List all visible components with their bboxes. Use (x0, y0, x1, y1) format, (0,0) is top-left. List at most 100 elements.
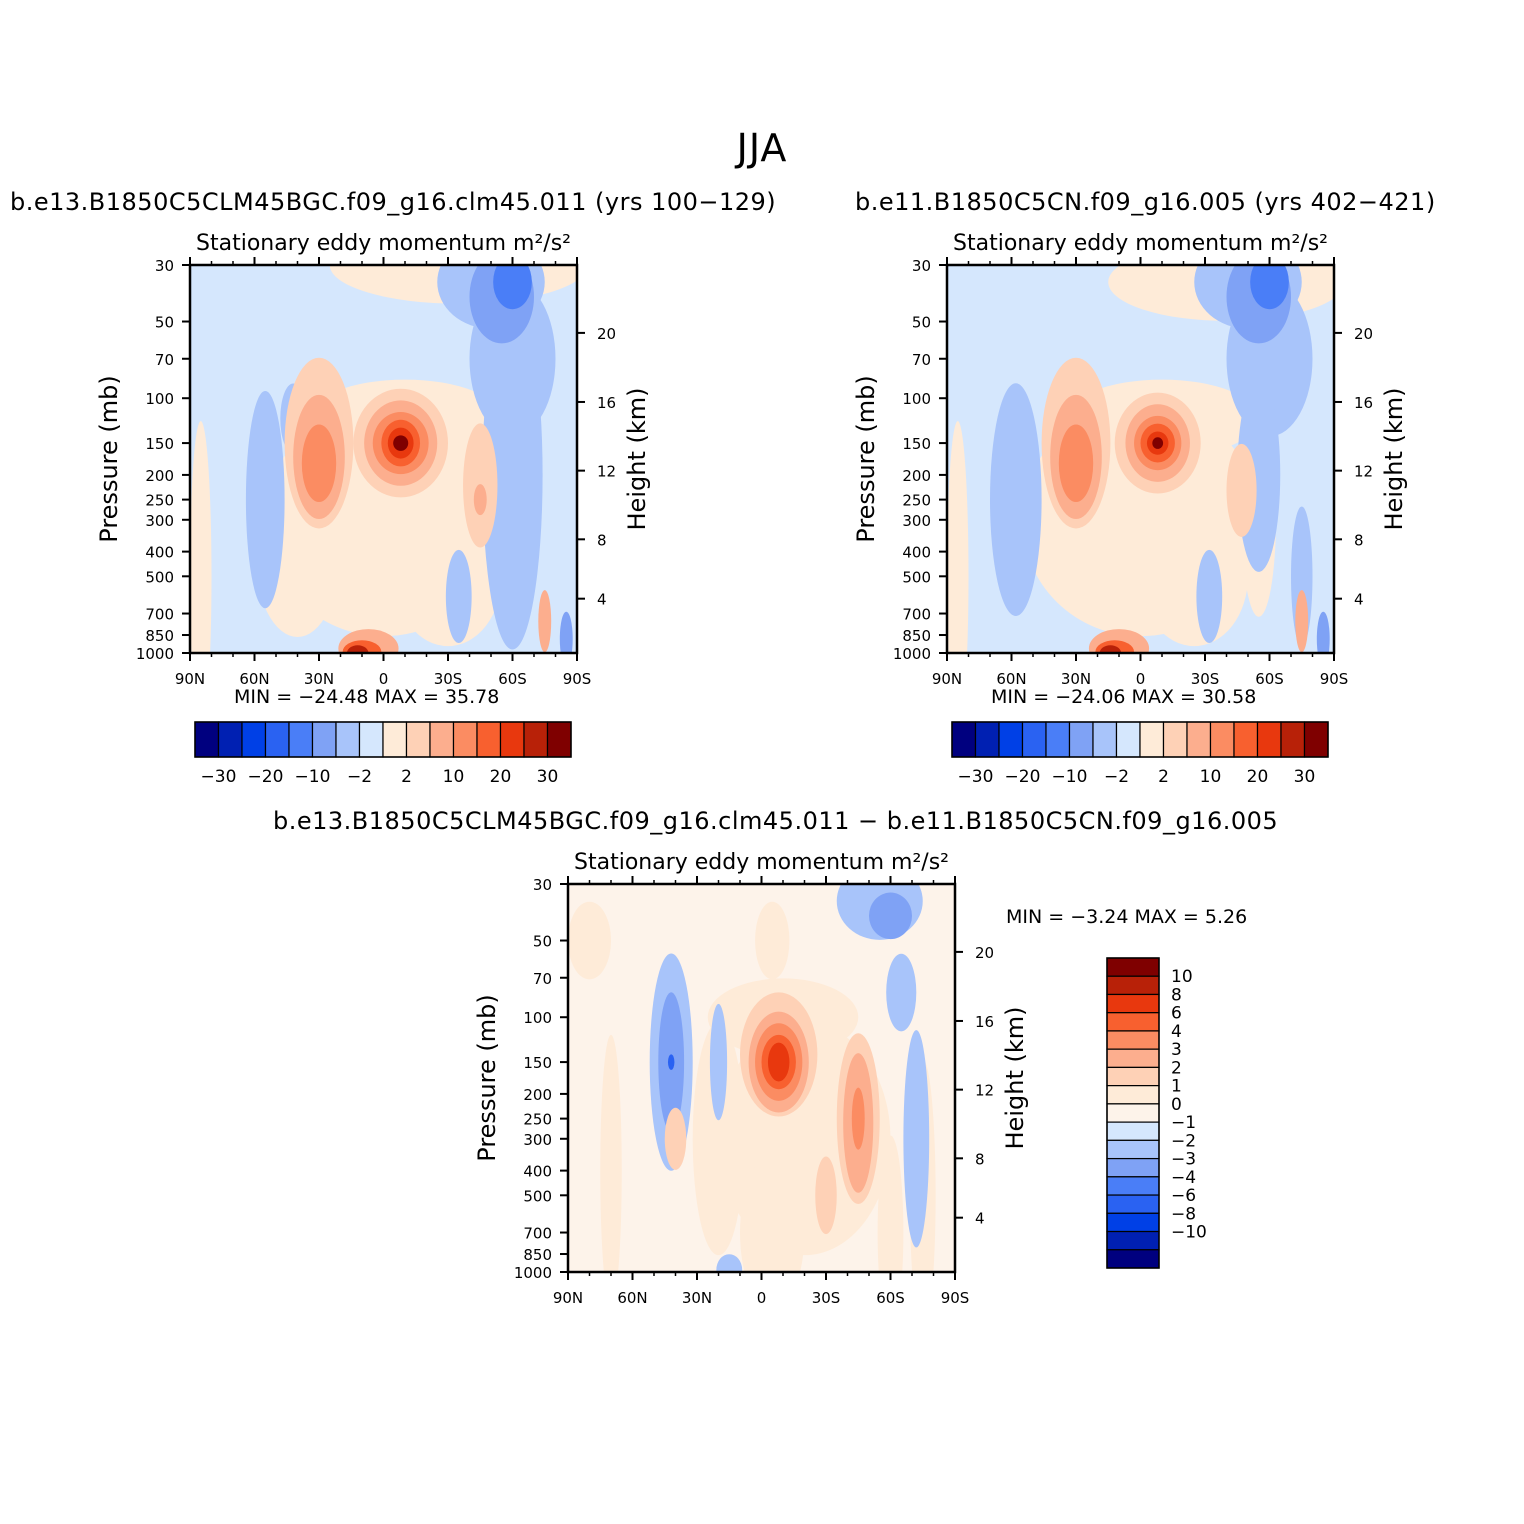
contour-region (245, 390, 285, 609)
y2-tick-label: 12 (975, 1082, 994, 1100)
colorbar-tick-label: −10 (1052, 767, 1088, 787)
colorbar-frame (194, 721, 572, 758)
y2-axis-label: Height (km) (623, 388, 651, 531)
contour-region (1152, 437, 1164, 449)
colorbar-swatch (1045, 721, 1071, 758)
panel2-plot: 90N 60N 30N 0 30S 60S 90S 30 50 70 100 150 200 250 300… (852, 231, 1408, 688)
colorbar-swatch (1106, 1066, 1160, 1087)
colorbar-swatch (358, 721, 384, 758)
y-tick-label: 700 (145, 606, 174, 624)
x-tick-label: 90S (941, 1289, 970, 1307)
contour-region (877, 1135, 904, 1272)
colorbar-swatch (523, 721, 549, 758)
colorbar-swatch (1021, 721, 1047, 758)
x-tick-label: 90S (563, 670, 592, 688)
figure-title: JJA (736, 126, 788, 170)
y-tick-label: 150 (902, 435, 931, 453)
x-tick-label: 0 (1136, 670, 1146, 688)
y-tick-label: 700 (523, 1225, 552, 1243)
y-tick-label: 500 (523, 1187, 552, 1205)
colorbar-tick-label: −20 (248, 767, 284, 787)
x-tick-label: 30S (812, 1289, 841, 1307)
y-tick-label: 250 (523, 1111, 552, 1129)
contour-region (301, 424, 337, 503)
y-tick-label: 250 (902, 492, 931, 510)
colorbar-swatch (1092, 721, 1118, 758)
contour-region (445, 549, 472, 644)
y-tick-label: 150 (523, 1054, 552, 1072)
colorbar-swatch (1162, 721, 1188, 758)
x-tick-label: 60S (498, 670, 527, 688)
y-tick-label: 50 (155, 314, 174, 332)
y-tick-label: 50 (912, 314, 931, 332)
colorbar-tick-label: −10 (1171, 1223, 1207, 1243)
panel1-case-title: b.e13.B1850C5CLM45BGC.f09_g16.clm45.011 … (10, 188, 777, 216)
colorbar-tick-label: −1 (1171, 1113, 1196, 1133)
y2-tick-label: 16 (1354, 394, 1373, 412)
colorbar-tick-label: −20 (1005, 767, 1041, 787)
colorbar-tick-label: 3 (1171, 1040, 1182, 1060)
y2-tick-label: 4 (975, 1210, 985, 1228)
y-tick-label: 50 (533, 933, 552, 951)
y2-tick-label: 8 (1354, 531, 1364, 549)
colorbar-swatch (998, 721, 1024, 758)
x-tick-label: 60N (239, 670, 269, 688)
y2-tick-label: 8 (975, 1150, 985, 1168)
x-tick-label: 30S (434, 670, 463, 688)
y-tick-label: 300 (523, 1131, 552, 1149)
colorbar-swatch (1106, 1157, 1160, 1178)
y2-tick-label: 20 (597, 325, 616, 343)
x-tick-label: 60S (876, 1289, 905, 1307)
colorbar-swatch (311, 721, 337, 758)
contour-region (568, 901, 611, 980)
colorbar-tick-label: −2 (1104, 767, 1129, 787)
colorbar-tick-label: 20 (490, 767, 512, 787)
y-axis-label: Pressure (mb) (852, 375, 880, 542)
colorbar-tick-label: 0 (1171, 1095, 1182, 1115)
y-tick-label: 400 (902, 544, 931, 562)
y-tick-label: 500 (145, 568, 174, 586)
contour-region (664, 1107, 687, 1170)
panel1-minmax: MIN = −24.48 MAX = 35.78 (234, 686, 500, 708)
x-tick-label: 0 (757, 1289, 767, 1307)
colorbar-swatch (1106, 1030, 1160, 1050)
contour-region (767, 1042, 790, 1082)
y-tick-label: 250 (145, 492, 174, 510)
colorbar-swatch (1106, 1139, 1160, 1160)
x-tick-label: 60S (1255, 670, 1284, 688)
colorbar-swatch (382, 721, 408, 758)
y-tick-label: 100 (902, 390, 931, 408)
panel1-colorbar: −30 −20 −10 −2 2 10 20 30 (194, 721, 572, 787)
panel-subtitle: Stationary eddy momentum m²/s² (574, 850, 949, 875)
panel3-field (568, 884, 955, 1272)
contour-region (815, 1156, 837, 1235)
y-tick-label: 30 (155, 257, 174, 275)
contour-region (1058, 424, 1094, 503)
y2-tick-label: 16 (975, 1013, 994, 1031)
colorbar-tick-label: 2 (401, 767, 412, 787)
contour-region (692, 1022, 745, 1256)
y2-tick-label: 20 (975, 944, 994, 962)
y-tick-label: 30 (533, 876, 552, 894)
colorbar-swatch (1280, 721, 1306, 758)
contour-region (886, 953, 917, 1032)
colorbar-swatch (1106, 1230, 1160, 1251)
colorbar-tick-label: −2 (1171, 1131, 1196, 1151)
y-tick-label: 300 (145, 512, 174, 530)
contour-region (851, 1087, 865, 1150)
contour-region (716, 1254, 743, 1272)
colorbar-swatch (546, 721, 572, 758)
colorbar-tick-label: 4 (1171, 1022, 1182, 1042)
colorbar-tick-label: 30 (537, 767, 559, 787)
y2-tick-label: 12 (597, 463, 616, 481)
colorbar-swatch (405, 721, 431, 758)
contour-region (903, 1030, 930, 1248)
colorbar-swatch (951, 721, 977, 758)
y2-tick-label: 8 (597, 531, 607, 549)
y-tick-label: 850 (145, 627, 174, 645)
panel1-plot: 90N 60N 30N 0 30S 60S 90S 30 50 70 100 150 200 250 300… (95, 231, 651, 688)
contour-region (559, 611, 573, 653)
colorbar-tick-label: 10 (1200, 767, 1222, 787)
contour-region (1226, 443, 1257, 537)
colorbar-tick-label: 10 (443, 767, 465, 787)
